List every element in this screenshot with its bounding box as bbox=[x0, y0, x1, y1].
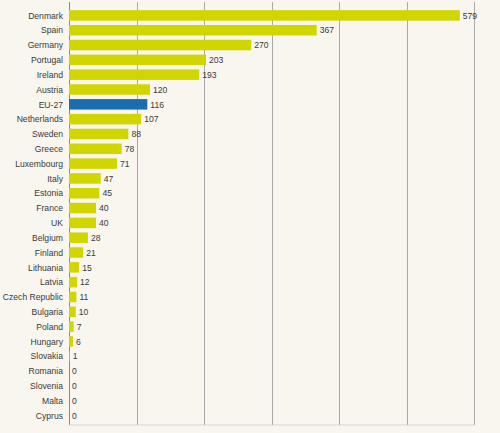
bar bbox=[69, 381, 70, 392]
data-label: 193 bbox=[202, 70, 217, 80]
data-label: 45 bbox=[102, 188, 112, 198]
grid-line bbox=[204, 2, 205, 425]
data-label: 28 bbox=[91, 233, 101, 243]
labels: Denmark 579 Spain 367 Germany 270 Portugal 203 I… bbox=[3, 11, 478, 421]
data-label: 15 bbox=[82, 263, 92, 273]
data-label: 1 bbox=[73, 351, 78, 361]
bar bbox=[69, 366, 70, 377]
category-label: Latvia bbox=[40, 277, 63, 287]
category-label: Luxembourg bbox=[15, 159, 63, 169]
bar bbox=[69, 203, 96, 214]
category-label: Finland bbox=[35, 248, 63, 258]
data-label: 40 bbox=[99, 218, 109, 228]
category-label: Ireland bbox=[37, 70, 63, 80]
category-label: Cyprus bbox=[36, 411, 63, 421]
bar bbox=[69, 395, 70, 406]
data-label: 0 bbox=[72, 411, 77, 421]
data-label: 116 bbox=[150, 100, 164, 110]
bar bbox=[69, 173, 101, 184]
data-label: 367 bbox=[320, 25, 335, 35]
bar bbox=[69, 336, 73, 347]
grid-line bbox=[407, 2, 408, 425]
bar bbox=[69, 247, 83, 258]
bar bbox=[69, 158, 117, 169]
category-label: France bbox=[36, 203, 63, 213]
data-label: 71 bbox=[120, 159, 130, 169]
axis-line bbox=[69, 424, 474, 425]
bar bbox=[69, 277, 77, 288]
category-label: Slovenia bbox=[30, 381, 63, 391]
category-label: Czech Republic bbox=[3, 292, 64, 302]
bar bbox=[69, 99, 147, 110]
data-label: 6 bbox=[76, 337, 81, 347]
bar bbox=[69, 307, 76, 318]
data-label: 12 bbox=[80, 277, 90, 287]
data-label: 270 bbox=[254, 40, 269, 50]
data-label: 579 bbox=[463, 11, 478, 21]
data-label: 0 bbox=[72, 381, 77, 391]
data-label: 7 bbox=[77, 322, 82, 332]
category-label: Belgium bbox=[32, 233, 63, 243]
bar bbox=[69, 292, 76, 303]
category-label: Austria bbox=[36, 85, 63, 95]
grid-line bbox=[69, 2, 70, 425]
category-label: Poland bbox=[36, 322, 63, 332]
data-label: 107 bbox=[144, 114, 159, 124]
category-label: Romania bbox=[29, 366, 64, 376]
category-label: Sweden bbox=[32, 129, 63, 139]
data-label: 0 bbox=[72, 396, 77, 406]
grid-line bbox=[272, 2, 273, 425]
category-label: Estonia bbox=[34, 188, 63, 198]
category-label: Malta bbox=[42, 396, 63, 406]
bar bbox=[69, 351, 70, 362]
bar bbox=[69, 218, 96, 229]
bar bbox=[69, 10, 460, 21]
bar bbox=[69, 232, 88, 243]
grid-line bbox=[474, 2, 475, 425]
data-label: 120 bbox=[153, 85, 168, 95]
data-label: 78 bbox=[125, 144, 135, 154]
bar bbox=[69, 25, 317, 36]
bar bbox=[69, 188, 99, 199]
bar bbox=[69, 410, 70, 421]
bar bbox=[69, 321, 74, 332]
category-label: Hungary bbox=[31, 337, 64, 347]
bar bbox=[69, 40, 251, 51]
data-label: 21 bbox=[86, 248, 96, 258]
data-label: 88 bbox=[131, 129, 141, 139]
data-label: 0 bbox=[72, 366, 77, 376]
category-label: Spain bbox=[41, 25, 63, 35]
bars bbox=[69, 10, 460, 361]
data-label: 47 bbox=[104, 174, 114, 184]
category-label: Lithuania bbox=[28, 263, 63, 273]
bar bbox=[69, 129, 128, 140]
category-label: Bulgaria bbox=[31, 307, 63, 317]
bar bbox=[69, 262, 79, 273]
bar bbox=[69, 55, 206, 65]
data-label: 40 bbox=[99, 203, 109, 213]
category-label: Germany bbox=[28, 40, 64, 50]
bar bbox=[69, 144, 122, 155]
data-label: 11 bbox=[79, 292, 88, 302]
category-label: Greece bbox=[35, 144, 63, 154]
grid-line bbox=[137, 2, 138, 425]
bar bbox=[69, 69, 199, 80]
category-label: UK bbox=[51, 218, 63, 228]
bar bbox=[69, 84, 150, 95]
category-label: Denmark bbox=[28, 11, 64, 21]
category-label: Netherlands bbox=[17, 114, 63, 124]
category-label: EU-27 bbox=[39, 100, 64, 110]
data-label: 203 bbox=[209, 55, 224, 65]
category-label: Portugal bbox=[31, 55, 63, 65]
chart: Denmark 579 Spain 367 Germany 270 Portugal 203 I… bbox=[0, 0, 500, 433]
bar bbox=[69, 114, 141, 125]
grid-line bbox=[339, 2, 340, 425]
data-label: 10 bbox=[79, 307, 89, 317]
category-label: Slovakia bbox=[31, 351, 64, 361]
category-label: Italy bbox=[47, 174, 63, 184]
